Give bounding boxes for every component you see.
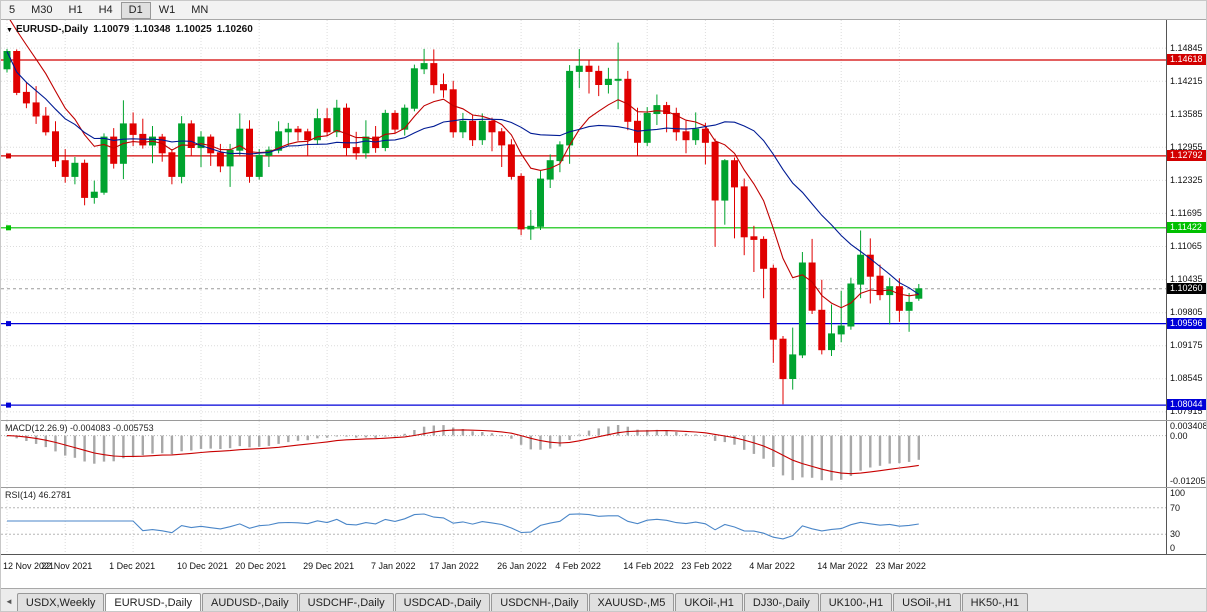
macd-signal-line xyxy=(6,429,919,475)
macd-label: MACD(12.26.9) -0.004083 -0.005753 xyxy=(5,423,154,433)
timeframe-button-H4[interactable]: H4 xyxy=(91,2,121,19)
macd-axis-label: -0.01205 xyxy=(1170,476,1206,486)
grid-layer xyxy=(1,20,1166,420)
rsi-axis-label: 100 xyxy=(1170,488,1186,498)
price-tick-label: 1.13585 xyxy=(1170,108,1203,119)
price-line-badge: 1.09596 xyxy=(1167,317,1206,329)
price-tick-label: 1.12955 xyxy=(1170,141,1203,152)
chart-tab-xauusd-m5[interactable]: XAUUSD-,M5 xyxy=(588,593,675,611)
timeframe-button-5[interactable]: 5 xyxy=(1,2,23,19)
tab-scroll-left-icon[interactable]: ◄ xyxy=(5,597,13,606)
chart-tabs-bar: ◄ USDX,Weekly EURUSD-,Daily AUDUSD-,Daily US… xyxy=(1,588,1206,611)
chart-menu-icon[interactable]: ▼ xyxy=(6,27,13,34)
rsi-axis-label: 30 xyxy=(1170,529,1181,540)
time-axis[interactable]: 12 Nov 2021 22 Nov 2021 1 Dec 2021 10 Dec 2… xyxy=(1,554,1206,588)
rsi-axis-label: 0 xyxy=(1170,543,1176,553)
chart-tab-usdchf-daily[interactable]: USDCHF-,Daily xyxy=(298,593,394,611)
hline-handle[interactable] xyxy=(6,402,11,408)
ohlc-open: 1.10079 xyxy=(93,24,130,35)
price-chart-svg[interactable] xyxy=(1,20,1166,420)
timeframe-button-M30[interactable]: M30 xyxy=(23,2,60,19)
macd-histogram xyxy=(5,425,920,481)
hline-handle[interactable] xyxy=(6,225,11,231)
timeframe-button-W1[interactable]: W1 xyxy=(151,2,184,19)
price-tick-label: 1.09175 xyxy=(1170,340,1203,351)
timeframe-button-H1[interactable]: H1 xyxy=(61,2,91,19)
pane-divider[interactable] xyxy=(1,420,1206,421)
grid-layer xyxy=(6,488,900,554)
price-line-badge: 1.14618 xyxy=(1167,54,1206,65)
date-label: 14 Feb 2022 xyxy=(623,561,674,571)
rsi-axis-label: 70 xyxy=(1170,502,1181,513)
ohlc-high: 1.10348 xyxy=(134,24,171,35)
rsi-pane[interactable]: RSI(14) 46.2781 100 70 30 0 xyxy=(1,488,1206,554)
price-tick-label: 1.08545 xyxy=(1170,373,1203,384)
chart-tab-hk50-h1[interactable]: HK50-,H1 xyxy=(961,593,1028,611)
chart-header: ▼ EURUSD-,Daily 1.10079 1.10348 1.10025 1.102… xyxy=(6,24,258,35)
rsi-axis[interactable]: 100 70 30 0 xyxy=(1166,488,1206,554)
date-label: 22 Nov 2021 xyxy=(41,561,93,571)
chart-tab-usdcnh-daily[interactable]: USDCNH-,Daily xyxy=(491,593,588,611)
macd-axis-label: 0.003408 xyxy=(1170,421,1207,431)
ma-20-line xyxy=(6,51,920,295)
price-tick-label: 1.07915 xyxy=(1170,406,1203,417)
price-tick-label: 1.12325 xyxy=(1170,174,1203,185)
price-tick-label: 1.09805 xyxy=(1170,307,1203,318)
date-label: 23 Mar 2022 xyxy=(875,561,926,571)
date-label: 7 Jan 2022 xyxy=(371,561,416,571)
date-label: 29 Dec 2021 xyxy=(303,561,355,571)
price-line-badge: 1.08044 xyxy=(1167,399,1206,411)
price-tick-label: 1.14215 xyxy=(1170,75,1203,86)
rsi-label: RSI(14) 46.2781 xyxy=(5,490,72,500)
date-label: 10 Dec 2021 xyxy=(177,561,229,571)
date-label: 1 Dec 2021 xyxy=(109,561,156,571)
ohlc-low: 1.10025 xyxy=(175,24,212,35)
rsi-line xyxy=(7,513,919,540)
macd-pane[interactable]: MACD(12.26.9) -0.004083 -0.005753 0.0034… xyxy=(1,421,1207,487)
symbol-label: EURUSD-,Daily xyxy=(15,24,89,35)
chart-tab-eurusd-daily[interactable]: EURUSD-,Daily xyxy=(105,593,202,611)
price-axis[interactable]: 1.14845 1.14215 1.13585 1.12955 1.12325 1.116… xyxy=(1166,20,1206,420)
timeframe-button-MN[interactable]: MN xyxy=(183,2,216,19)
timeframe-button-D1[interactable]: D1 xyxy=(120,1,151,19)
date-label: 26 Jan 2022 xyxy=(497,561,547,571)
date-label: 20 Dec 2021 xyxy=(235,561,287,571)
macd-axis[interactable]: 0.003408 0.00 -0.01205 xyxy=(1166,421,1207,487)
rsi-chart-svg[interactable] xyxy=(1,488,1166,554)
price-line-badge: 1.12792 xyxy=(1167,149,1206,161)
ohlc-close: 1.10260 xyxy=(216,24,253,35)
price-tick-label: 1.11695 xyxy=(1170,207,1202,218)
chart-tab-usoil-h1[interactable]: USOil-,H1 xyxy=(893,593,961,611)
ma-9-line xyxy=(9,20,919,309)
chart-tab-usdx-weekly[interactable]: USDX,Weekly xyxy=(16,593,105,611)
price-tick-label: 1.11065 xyxy=(1170,241,1202,251)
macd-axis-label: 0.00 xyxy=(1170,430,1188,441)
macd-chart-svg[interactable] xyxy=(1,421,1166,487)
date-label: 14 Mar 2022 xyxy=(817,561,868,571)
date-label: 23 Feb 2022 xyxy=(681,561,732,571)
price-tick-label: 1.14845 xyxy=(1170,42,1203,53)
chart-tab-audusd-daily[interactable]: AUDUSD-,Daily xyxy=(202,593,298,611)
chart-tab-uk100-h1[interactable]: UK100-,H1 xyxy=(819,593,893,611)
current-price-badge: 1.10260 xyxy=(1167,282,1206,294)
date-label: 17 Jan 2022 xyxy=(429,561,479,571)
timeframe-toolbar: 5 M30 H1 H4 D1 W1 MN xyxy=(1,1,1206,20)
chart-tab-dj30-daily[interactable]: DJ30-,Daily xyxy=(743,593,819,611)
date-label: 4 Feb 2022 xyxy=(555,561,601,571)
candles-layer xyxy=(3,42,923,405)
main-chart-pane[interactable]: ▼ EURUSD-,Daily 1.10079 1.10348 1.10025 1.102… xyxy=(1,20,1206,420)
pane-divider[interactable] xyxy=(1,487,1206,488)
chart-tab-usdcad-daily[interactable]: USDCAD-,Daily xyxy=(394,593,491,611)
hline-handle[interactable] xyxy=(6,321,11,327)
chart-tab-ukoil-h1[interactable]: UKOil-,H1 xyxy=(675,593,743,611)
date-label: 4 Mar 2022 xyxy=(749,561,795,571)
price-line-badge: 1.11422 xyxy=(1167,221,1206,233)
price-tick-label: 1.10435 xyxy=(1170,274,1203,285)
date-label: 12 Nov 2021 xyxy=(3,561,55,571)
hline-handle[interactable] xyxy=(6,153,11,159)
